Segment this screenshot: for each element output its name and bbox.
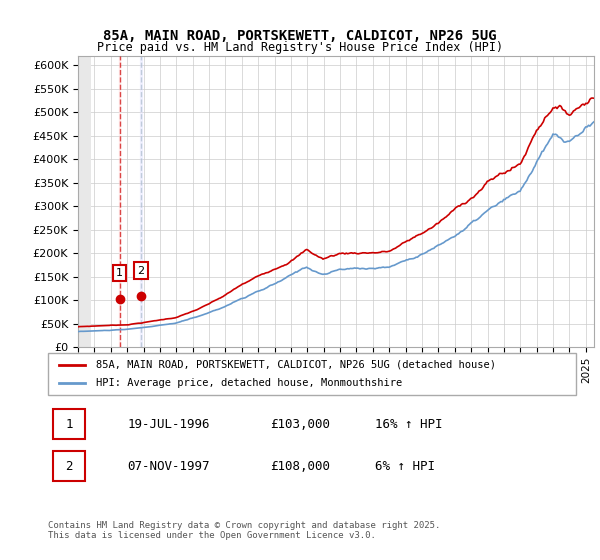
Text: HPI: Average price, detached house, Monmouthshire: HPI: Average price, detached house, Monm… [95,378,402,388]
Text: 6% ↑ HPI: 6% ↑ HPI [376,460,436,473]
Text: 2: 2 [137,265,145,276]
Text: Contains HM Land Registry data © Crown copyright and database right 2025.
This d: Contains HM Land Registry data © Crown c… [48,521,440,540]
Text: 07-NOV-1997: 07-NOV-1997 [127,460,210,473]
FancyBboxPatch shape [53,451,85,482]
Text: £103,000: £103,000 [270,418,330,431]
FancyBboxPatch shape [48,353,576,395]
Bar [140,56,142,347]
FancyBboxPatch shape [53,409,85,439]
Text: 85A, MAIN ROAD, PORTSKEWETT, CALDICOT, NP26 5UG: 85A, MAIN ROAD, PORTSKEWETT, CALDICOT, N… [103,29,497,44]
Text: 16% ↑ HPI: 16% ↑ HPI [376,418,443,431]
Text: 1: 1 [65,418,73,431]
Bar [78,56,91,347]
Text: 1: 1 [116,268,123,278]
Text: 19-JUL-1996: 19-JUL-1996 [127,418,210,431]
Text: £108,000: £108,000 [270,460,330,473]
Bar [119,56,121,347]
Text: Price paid vs. HM Land Registry's House Price Index (HPI): Price paid vs. HM Land Registry's House … [97,41,503,54]
Text: 2: 2 [65,460,73,473]
Text: 85A, MAIN ROAD, PORTSKEWETT, CALDICOT, NP26 5UG (detached house): 85A, MAIN ROAD, PORTSKEWETT, CALDICOT, N… [95,360,496,370]
